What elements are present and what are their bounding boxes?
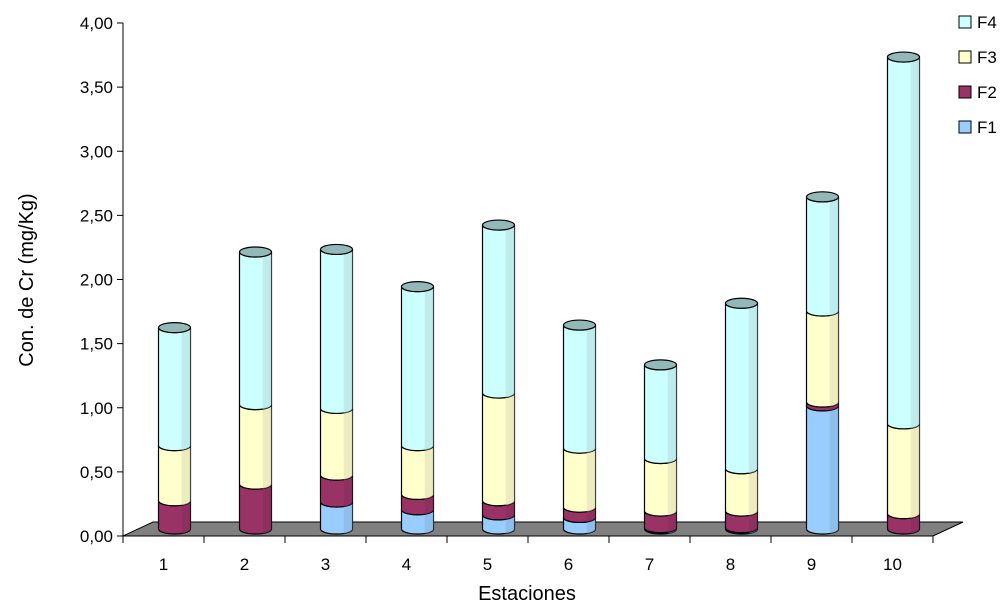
bar-segment-f3-shade <box>829 310 839 407</box>
x-tick-label: 9 <box>807 555 816 574</box>
bar-stack <box>643 359 678 535</box>
y-tick-label: 1,00 <box>80 399 113 418</box>
bar-segment-f2-shade <box>667 511 677 533</box>
legend-label: F4 <box>977 13 997 32</box>
x-tick-label: 6 <box>564 555 573 574</box>
bar-segment-f2-shade <box>910 513 920 534</box>
bar-stack <box>238 246 273 535</box>
bar-segment-f3-shade <box>181 445 191 506</box>
bar-segment-f2-shade <box>181 500 191 534</box>
bar-segment-f4-shade <box>586 325 596 453</box>
legend-item-f3: F3 <box>958 48 997 67</box>
bar-segment-f3-shade <box>910 423 920 519</box>
legend-swatch <box>958 50 972 64</box>
bar-segment-f4-shade <box>343 249 353 413</box>
bar-segment-f4-shade <box>910 57 920 429</box>
bar-stack <box>562 319 597 535</box>
legend-label: F2 <box>977 83 997 102</box>
y-axis-title: Con. de Cr (mg/Kg) <box>16 193 38 366</box>
tick-labels: 0,00 0,50 1,00 1,50 2,00 2,50 3,00 3,50 4,00 1 2 3 4… <box>80 14 902 574</box>
x-tick-label: 3 <box>321 555 330 574</box>
x-tick-label: 4 <box>402 555 411 574</box>
bar-stack <box>157 322 192 535</box>
x-tick-label: 10 <box>883 555 902 574</box>
y-tick-label: 0,50 <box>80 463 113 482</box>
bar-segment-f2-shade <box>748 511 758 533</box>
y-tick-label: 3,50 <box>80 78 113 97</box>
bar-stack <box>886 51 921 535</box>
y-tick-label: 2,50 <box>80 206 113 225</box>
bar-top-cap <box>481 219 516 231</box>
bar-segment-f4-shade <box>667 364 677 463</box>
bar-stack <box>805 191 840 535</box>
x-tick-label: 1 <box>159 555 168 574</box>
x-tick-label: 2 <box>240 555 249 574</box>
bar-top-cap <box>157 322 192 334</box>
bar-segment-f2-shade <box>262 484 272 534</box>
x-tick-label: 8 <box>726 555 735 574</box>
chart-axes <box>117 22 934 543</box>
bar-segment-f3-shade <box>667 458 677 516</box>
bar-segment-f3-shade <box>343 408 353 480</box>
x-tick-label: 7 <box>645 555 654 574</box>
legend-swatch <box>958 15 972 29</box>
legend: F4 F3 F2 F1 <box>958 13 997 137</box>
bar-segment-f1-shade <box>343 502 353 534</box>
y-tick-label: 3,00 <box>80 142 113 161</box>
legend-label: F1 <box>977 118 997 137</box>
bar-top-cap <box>805 191 840 203</box>
bar-segment-f4-shade <box>424 286 434 451</box>
chart-bars <box>157 51 921 535</box>
bar-top-cap <box>724 297 759 309</box>
bar-top-cap <box>643 359 678 371</box>
legend-label: F3 <box>977 48 997 67</box>
bar-segment-f3-shade <box>505 393 515 506</box>
x-tick-label: 5 <box>483 555 492 574</box>
bar-segment-f2-shade <box>343 475 353 507</box>
y-tick-label: 4,00 <box>80 14 113 33</box>
bar-segment-f3-shade <box>424 445 434 499</box>
legend-swatch <box>958 85 972 99</box>
bar-stack <box>481 219 516 535</box>
bar-segment-f4-shade <box>748 303 758 474</box>
y-tick-label: 1,50 <box>80 335 113 354</box>
legend-item-f2: F2 <box>958 83 997 102</box>
bar-top-cap <box>238 246 273 258</box>
legend-swatch <box>958 120 972 134</box>
bar-stack <box>400 281 435 535</box>
bar-segment-f1-shade <box>829 405 839 534</box>
bar-top-cap <box>400 281 435 293</box>
bar-segment-f4-shade <box>262 251 272 410</box>
bar-segment-f4-shade <box>505 225 515 398</box>
legend-item-f1: F1 <box>958 118 997 137</box>
x-axis-title: Estaciones <box>478 583 576 605</box>
bar-segment-f2-shade <box>424 494 434 515</box>
bar-segment-f4-shade <box>829 196 839 316</box>
bar-segment-f3-shade <box>262 404 272 489</box>
bar-stack <box>319 243 354 535</box>
bar-segment-f1-shade <box>424 509 434 534</box>
bar-top-cap <box>562 319 597 331</box>
bar-top-cap <box>319 243 354 256</box>
bar-segment-f3-shade <box>586 448 596 512</box>
y-tick-label: 2,00 <box>80 271 113 290</box>
bar-segment-f4-shade <box>181 327 191 451</box>
bar-segment-f3-shade <box>748 468 758 516</box>
bar-stack <box>724 297 759 535</box>
bar-top-cap <box>886 51 921 63</box>
y-tick-label: 0,00 <box>80 527 113 546</box>
legend-item-f4: F4 <box>958 13 997 32</box>
